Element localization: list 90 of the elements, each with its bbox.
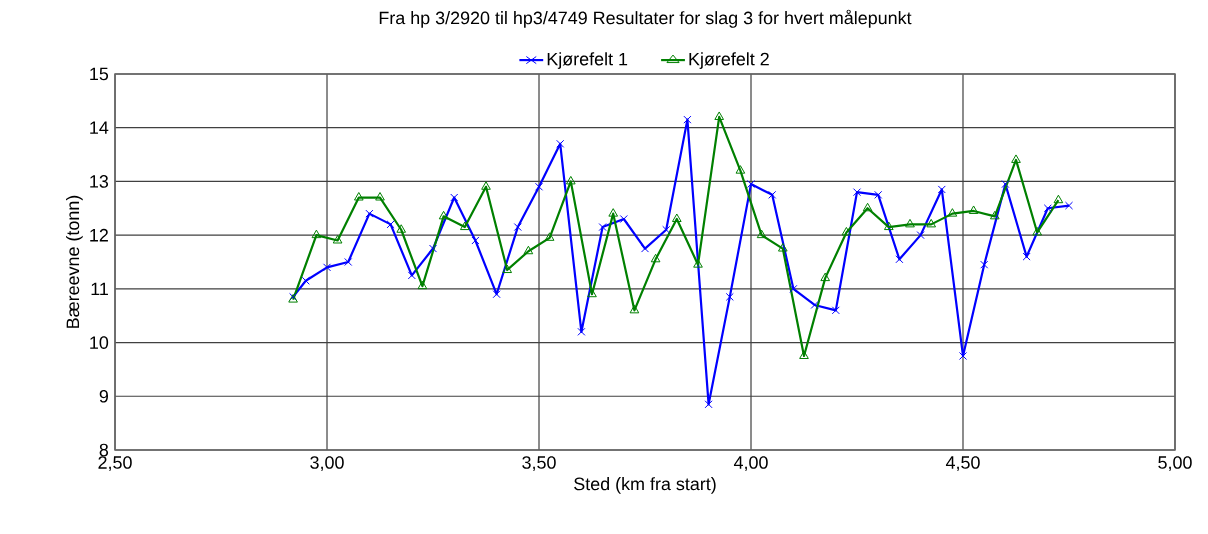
x-axis-title: Sted (km fra start) (574, 477, 716, 494)
y-tick-label: 13 (90, 175, 109, 188)
point (544, 232, 555, 241)
point (852, 188, 862, 197)
point (577, 327, 586, 336)
point (332, 235, 343, 244)
point (883, 221, 894, 231)
point (968, 205, 979, 214)
point (598, 223, 607, 232)
point (502, 264, 513, 274)
point (693, 259, 703, 268)
x-tick-label: 4,50 (945, 456, 980, 471)
point (375, 192, 385, 201)
point (735, 165, 746, 174)
point (895, 255, 904, 264)
point (746, 180, 756, 189)
point (556, 139, 565, 148)
point (311, 229, 322, 239)
point (1043, 204, 1052, 213)
y-axis-title: Bæreevne (tonn) (66, 195, 83, 328)
x-tick-label: 4,00 (733, 456, 768, 471)
y-tick-label: 10 (90, 336, 109, 349)
point (1001, 180, 1010, 189)
point (1032, 226, 1043, 236)
point (459, 221, 470, 231)
point (1022, 252, 1031, 261)
y-tick-label: 9 (99, 389, 108, 403)
point (874, 190, 883, 199)
point (481, 181, 491, 190)
point (608, 208, 619, 217)
point (789, 284, 798, 293)
point (1011, 154, 1021, 163)
point (704, 400, 713, 409)
point (365, 209, 374, 218)
point (407, 271, 416, 280)
point (492, 290, 501, 299)
x-tick-label: 2,50 (98, 456, 132, 471)
point (322, 263, 332, 272)
point (513, 223, 522, 232)
point (841, 226, 852, 236)
x-tick-label: 3,00 (310, 456, 344, 471)
point (629, 304, 640, 314)
point (471, 236, 480, 245)
y-tick-label: 15 (90, 67, 109, 81)
point (662, 225, 671, 234)
point (958, 351, 968, 361)
point (386, 220, 395, 229)
legend-label: Kjørefelt 1 (547, 52, 628, 69)
point (980, 260, 989, 269)
point (640, 244, 650, 253)
point (438, 210, 449, 220)
point (344, 257, 353, 267)
point (768, 190, 777, 199)
point (947, 208, 958, 217)
point (810, 300, 819, 309)
point (989, 210, 1000, 220)
point (831, 306, 840, 315)
point (777, 243, 788, 252)
legend-label: Kjørefelt 2 (689, 52, 769, 69)
point (396, 224, 407, 233)
point (714, 111, 725, 120)
point (683, 115, 692, 124)
y-tick-label: 11 (91, 282, 108, 296)
point (725, 292, 734, 301)
point (450, 193, 459, 202)
point (905, 218, 915, 228)
point (428, 244, 438, 253)
point (916, 231, 925, 240)
point (619, 214, 628, 224)
y-tick-label: 14 (90, 121, 109, 134)
point (926, 218, 937, 228)
y-tick-label: 8 (99, 443, 109, 457)
point (565, 175, 576, 185)
point (1064, 201, 1074, 210)
point (523, 245, 534, 255)
chart-title: Fra hp 3/2920 til hp3/4749 Resultater for slag 3 for hvert målepunkt (379, 9, 912, 28)
y-tick-label: 12 (90, 228, 108, 242)
point (937, 185, 946, 194)
point (1053, 194, 1064, 204)
point (862, 202, 873, 212)
point (756, 229, 767, 239)
point (301, 276, 310, 285)
x-tick-label: 5,00 (1158, 456, 1192, 471)
point (820, 272, 831, 282)
point (650, 253, 661, 263)
x-tick-label: 3,50 (522, 456, 556, 471)
point (534, 182, 544, 191)
point (417, 280, 428, 290)
point (671, 213, 682, 223)
point (353, 192, 364, 201)
